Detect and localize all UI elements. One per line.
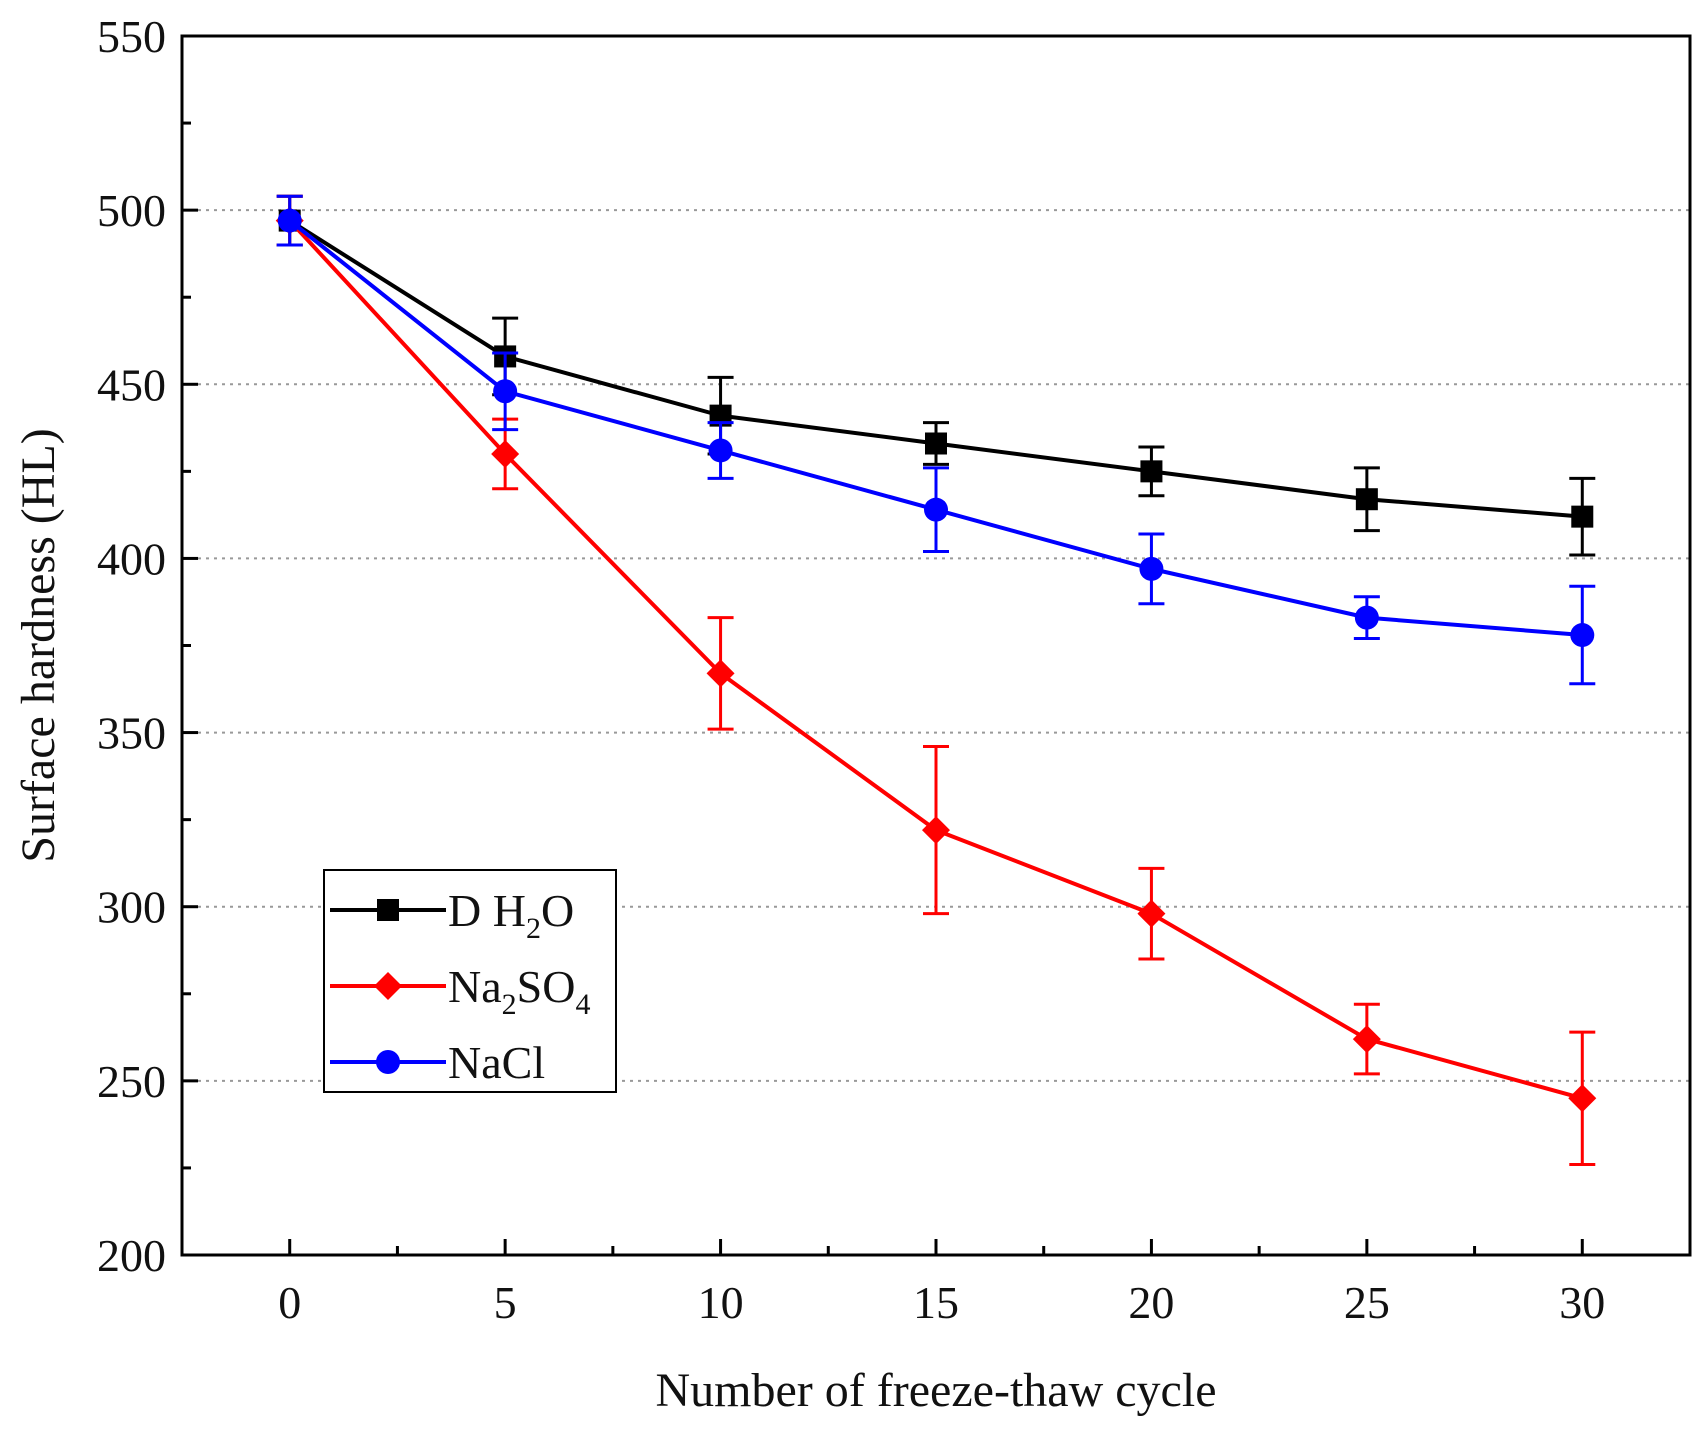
legend-label-nacl: NaCl — [448, 1037, 545, 1088]
point-na2so4-20 — [1137, 899, 1166, 928]
legend-marker-nacl — [376, 1050, 400, 1074]
x-tick-label-15: 15 — [913, 1277, 959, 1328]
point-na2so4-15 — [922, 816, 950, 845]
x-tick-label-10: 10 — [698, 1277, 744, 1328]
point-na2so4-10 — [706, 659, 735, 688]
legend-subscript: 2 — [526, 912, 541, 945]
y-tick-label-350: 350 — [97, 708, 166, 759]
point-nacl-5 — [493, 379, 518, 404]
point-dh2o-30 — [1571, 505, 1594, 528]
legend-text-part: Na — [448, 961, 502, 1012]
y-tick-label-450: 450 — [97, 359, 166, 410]
legend-subscript: 2 — [502, 988, 517, 1021]
series-nacl — [276, 194, 1596, 686]
x-tick-label-0: 0 — [278, 1277, 301, 1328]
point-na2so4-5 — [491, 439, 520, 468]
x-axis-title: Number of freeze-thaw cycle — [656, 1364, 1217, 1417]
legend-marker-na2so4 — [374, 972, 402, 1000]
legend-box — [323, 869, 617, 1093]
point-nacl-25 — [1354, 605, 1379, 630]
x-tick-label-25: 25 — [1344, 1277, 1390, 1328]
legend-text-part: O — [541, 885, 574, 936]
legend-item-na2so4: Na2SO4 — [330, 961, 590, 1021]
legend-marker-dh2o — [377, 899, 399, 921]
x-tick-label-5: 5 — [494, 1277, 517, 1328]
y-tick-label-550: 550 — [97, 11, 166, 62]
point-na2so4-25 — [1352, 1025, 1381, 1054]
point-dh2o-25 — [1355, 488, 1378, 511]
y-tick-label-400: 400 — [97, 533, 166, 584]
point-na2so4-30 — [1568, 1084, 1597, 1113]
point-nacl-30 — [1570, 623, 1595, 648]
legend-label-na2so4: Na2SO4 — [448, 961, 590, 1021]
axes-layer: 200 250 300 350 400 450 500 550 0 5 10 15 20 25 30 — [97, 11, 1692, 1328]
legend-item-nacl: NaCl — [330, 1037, 545, 1088]
x-tick-label-30: 30 — [1559, 1277, 1605, 1328]
point-dh2o-20 — [1140, 460, 1163, 483]
legend-label-dh2o: D H2O — [448, 885, 574, 945]
point-nacl-10 — [708, 438, 733, 463]
point-nacl-20 — [1139, 556, 1164, 581]
series-layer — [275, 194, 1597, 1166]
y-tick-label-500: 500 — [97, 185, 166, 236]
point-nacl-15 — [924, 497, 948, 522]
legend-text-part: NaCl — [448, 1037, 545, 1088]
legend-text-part: SO — [517, 961, 576, 1012]
legend-text-part: D H — [448, 885, 526, 936]
x-tick-label-20: 20 — [1128, 1277, 1174, 1328]
point-nacl-0 — [277, 208, 302, 233]
y-tick-label-250: 250 — [97, 1056, 166, 1107]
legend-subscript: 4 — [575, 988, 590, 1021]
y-tick-label-300: 300 — [97, 882, 166, 933]
point-dh2o-15 — [925, 432, 947, 455]
y-axis-title: Surface hardness (HL) — [12, 428, 65, 862]
y-tick-label-200: 200 — [97, 1230, 166, 1281]
legend-item-dh2o: D H2O — [330, 885, 574, 945]
